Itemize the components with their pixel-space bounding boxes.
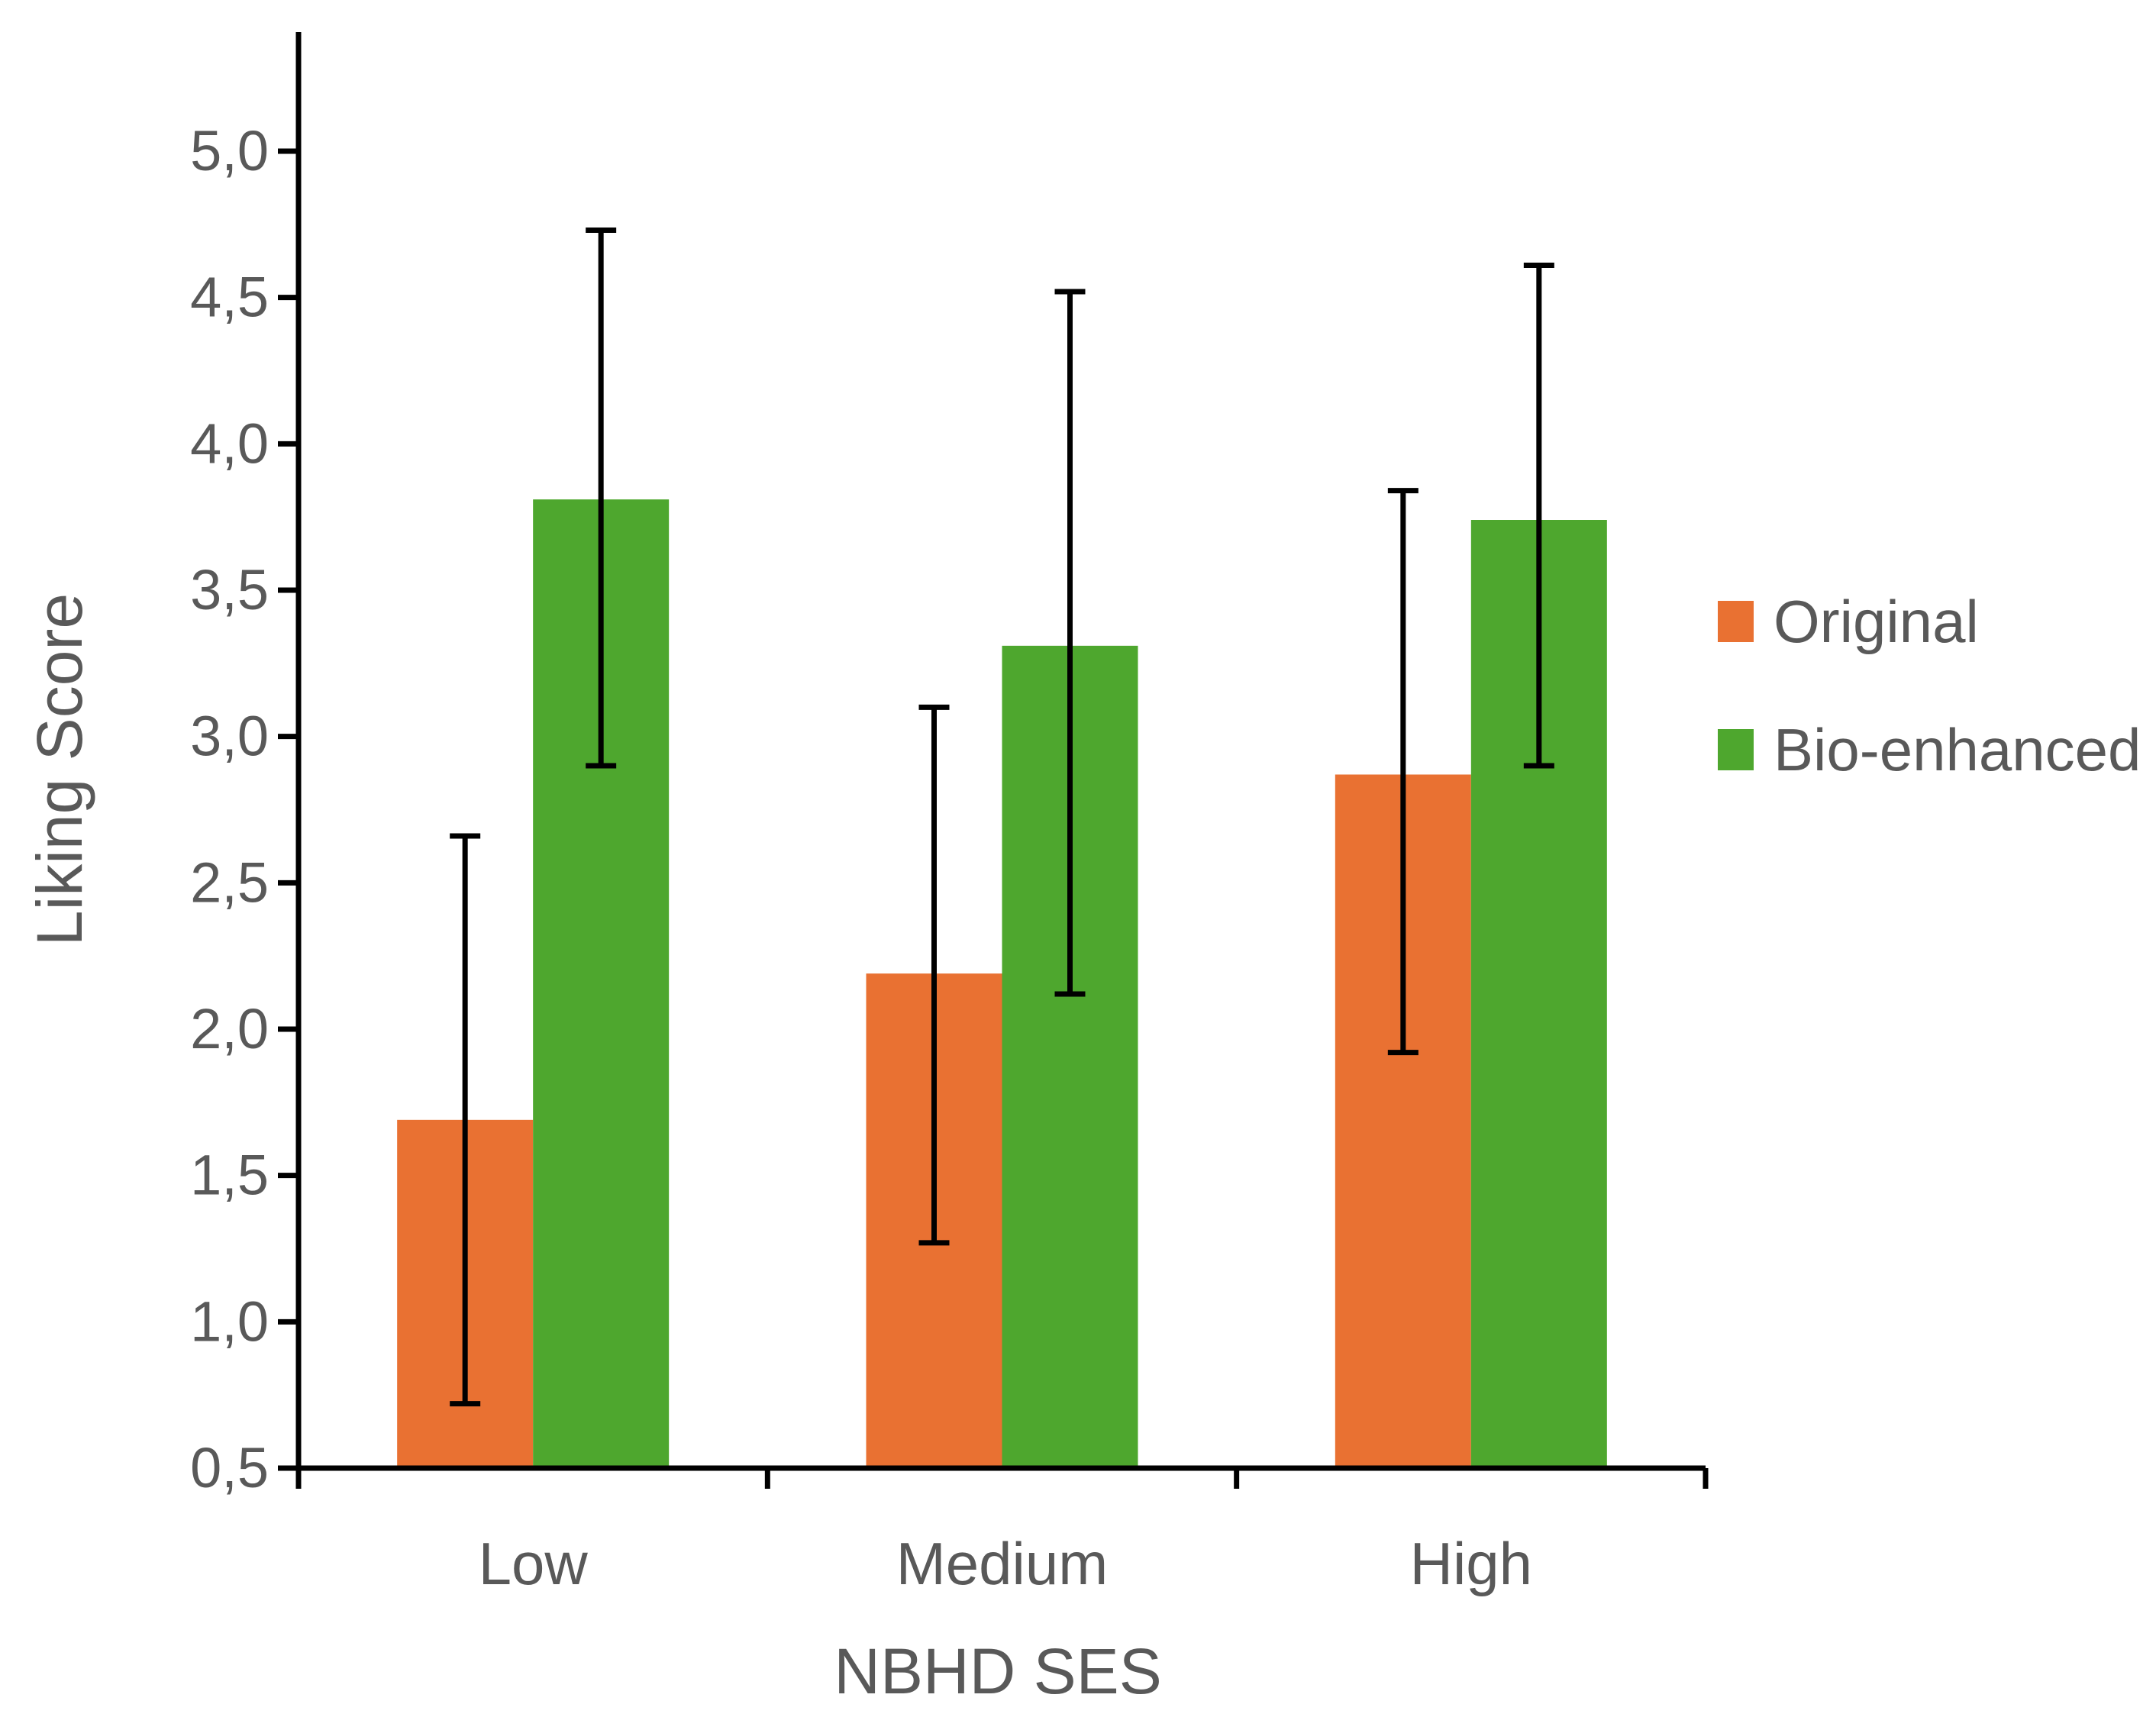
bars-layer xyxy=(397,499,1607,1469)
y-tick-label: 2,5 xyxy=(190,850,269,914)
x-ticks-layer: Low Medium High xyxy=(295,1468,1709,1597)
y-tick-label: 4,0 xyxy=(190,412,269,475)
y-axis-title: Liking Score xyxy=(24,593,95,946)
y-tick-label: 3,0 xyxy=(190,705,269,768)
x-tick-label-medium: Medium xyxy=(896,1530,1108,1597)
y-tick-label: 2,0 xyxy=(190,997,269,1060)
y-tick-label: 5,0 xyxy=(190,119,269,182)
y-tick-label: 4,5 xyxy=(190,266,269,329)
legend-label-original: Original xyxy=(1774,588,1979,655)
y-tick-label: 1,5 xyxy=(190,1144,269,1207)
y-tick-label: 1,0 xyxy=(190,1289,269,1353)
x-axis-title: NBHD SES xyxy=(834,1635,1161,1707)
legend-label-bio-enhanced: Bio-enhanced xyxy=(1774,716,2141,783)
error-bars-layer xyxy=(450,228,1554,1407)
legend-swatch-original xyxy=(1718,601,1754,642)
x-tick-label-high: High xyxy=(1410,1530,1532,1597)
x-tick-label-low: Low xyxy=(479,1530,589,1597)
legend: Original Bio-enhanced xyxy=(1718,588,2141,783)
y-tick-label: 3,5 xyxy=(190,558,269,621)
y-tick-label: 0,5 xyxy=(190,1436,269,1499)
axes-layer xyxy=(295,32,1706,1471)
y-ticks-layer: 0,5 1,0 1,5 2,0 2,5 3,0 3,5 4,0 4,5 5,0 xyxy=(190,119,299,1499)
legend-swatch-bio-enhanced xyxy=(1718,729,1754,770)
